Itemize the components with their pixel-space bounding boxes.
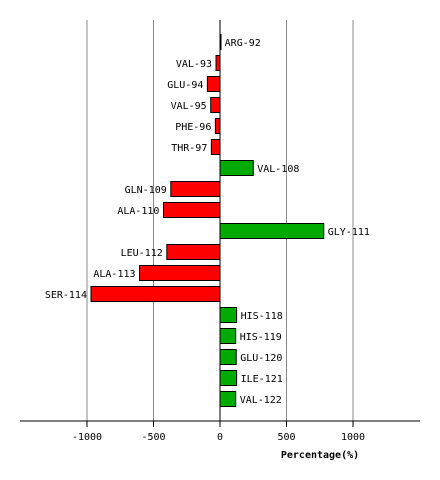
bar-label: ALA-110 <box>117 206 159 217</box>
bar <box>214 118 221 134</box>
bars: ARG-92 VAL-93 GLU-94 VAL-95 PHE-96 THR-97 VAL-… <box>45 34 370 407</box>
bar <box>219 328 237 344</box>
bar-label: THR-97 <box>171 143 207 154</box>
x-tick-label: 500 <box>277 432 295 443</box>
bar <box>219 370 238 386</box>
bar <box>219 391 237 407</box>
bar <box>206 76 221 92</box>
bar-label: GLY-111 <box>328 227 370 238</box>
bar-label: HIS-118 <box>241 311 283 322</box>
x-tick-label: -500 <box>141 432 165 443</box>
x-axis-label: Percentage(%) <box>281 450 359 461</box>
bar-label: VAL-122 <box>240 395 282 406</box>
bar <box>219 223 325 239</box>
x-tick-label: 0 <box>217 432 223 443</box>
bar-label: VAL-95 <box>171 101 207 112</box>
bar <box>166 244 221 260</box>
bar-label: GLU-94 <box>167 80 203 91</box>
bar-label: ILE-121 <box>241 374 283 385</box>
bar-label: VAL-93 <box>176 59 212 70</box>
bar <box>162 202 221 218</box>
bar <box>219 307 238 323</box>
bar-label: ALA-113 <box>93 269 135 280</box>
bar-label: GLN-109 <box>125 185 167 196</box>
x-tick-label: 1000 <box>341 432 365 443</box>
bar-label: ARG-92 <box>225 38 261 49</box>
bar-label: HIS-119 <box>240 332 282 343</box>
bar-label: GLU-120 <box>240 353 282 364</box>
x-axis: -1000 -500 0 500 1000 <box>20 420 420 443</box>
bar-label: SER-114 <box>45 290 87 301</box>
bar <box>215 55 221 71</box>
bar-label: PHE-96 <box>175 122 211 133</box>
bar-label: LEU-112 <box>121 248 163 259</box>
bar <box>210 97 221 113</box>
bar <box>170 181 221 197</box>
bar-label: VAL-108 <box>257 164 299 175</box>
bar <box>210 139 221 155</box>
bar <box>219 349 237 365</box>
bar <box>219 160 254 176</box>
bar <box>139 265 221 281</box>
bar <box>219 34 222 50</box>
x-tick-label: -1000 <box>72 432 102 443</box>
bar <box>90 286 221 302</box>
